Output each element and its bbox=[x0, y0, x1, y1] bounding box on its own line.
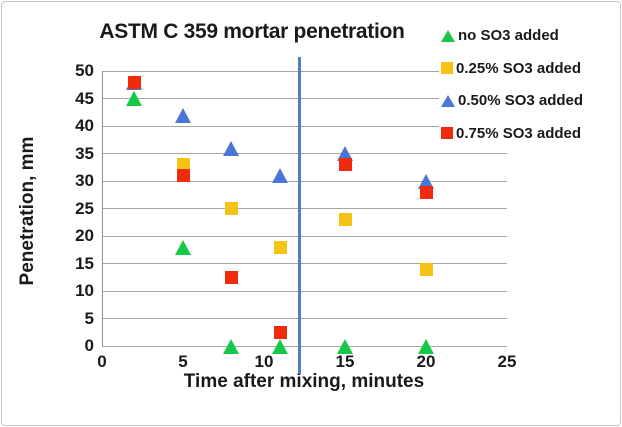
x-tick-label: 5 bbox=[178, 352, 188, 371]
square-swatch-icon bbox=[441, 127, 453, 140]
gridline-y-50 bbox=[102, 70, 507, 72]
reference-line bbox=[298, 57, 302, 374]
data-point-no-so3-added bbox=[174, 239, 191, 255]
legend-label: 0.75% SO3 added bbox=[456, 124, 582, 142]
data-point-0-75-so3-added bbox=[176, 169, 190, 182]
y-tick-label: 15 bbox=[75, 253, 94, 273]
gridline-y-30 bbox=[102, 180, 507, 182]
data-point-0-75-so3-added bbox=[338, 158, 352, 171]
data-point-0-50-so3-added bbox=[271, 168, 288, 183]
y-tick-label: 10 bbox=[75, 281, 94, 300]
gridline-y-10 bbox=[102, 290, 507, 292]
data-point-0-50-so3-added bbox=[336, 146, 353, 161]
x-tick-label: 20 bbox=[416, 352, 436, 371]
gridline-y-5 bbox=[102, 318, 507, 319]
data-point-0-25-so3-added bbox=[273, 240, 287, 254]
x-tick-label: 0 bbox=[97, 352, 107, 371]
legend-item-0-50-so3-added: 0.50% SO3 added bbox=[439, 91, 587, 111]
data-point-0-25-so3-added bbox=[419, 262, 433, 276]
gridline-y-40 bbox=[102, 125, 507, 127]
data-point-0-50-so3-added bbox=[223, 140, 240, 156]
triangle-swatch-icon bbox=[441, 94, 455, 107]
gridline-y-25 bbox=[102, 208, 507, 209]
x-tick-label: 10 bbox=[254, 352, 274, 371]
legend-label: 0.25% SO3 added bbox=[456, 59, 582, 77]
data-point-no-so3-added bbox=[125, 91, 142, 106]
gridline-y-20 bbox=[102, 235, 507, 237]
legend-label: 0.50% SO3 added bbox=[458, 92, 584, 110]
y-tick-label: 40 bbox=[75, 116, 94, 135]
x-tick-label: 25 bbox=[497, 352, 517, 371]
data-point-no-so3-added bbox=[417, 338, 434, 354]
y-tick-label: 35 bbox=[75, 143, 94, 163]
square-swatch-icon bbox=[441, 62, 453, 75]
y-tick-label: 30 bbox=[75, 171, 94, 190]
y-tick-label: 45 bbox=[75, 88, 94, 108]
y-tick-label: 0 bbox=[84, 336, 94, 355]
data-point-no-so3-added bbox=[223, 338, 240, 354]
gridline-y-15 bbox=[102, 263, 507, 264]
triangle-swatch-icon bbox=[441, 29, 455, 42]
data-point-0-75-so3-added bbox=[225, 270, 239, 284]
legend-item-no-so3-added: no SO3 added bbox=[439, 26, 562, 45]
data-point-0-75-so3-added bbox=[273, 325, 287, 339]
x-axis-title: Time after mixing, minutes bbox=[183, 371, 425, 392]
data-point-0-50-so3-added bbox=[417, 173, 434, 189]
legend-label: no SO3 added bbox=[458, 27, 559, 44]
y-axis-line bbox=[102, 71, 103, 346]
legend-item-0-75-so3-added: 0.75% SO3 added bbox=[439, 123, 585, 143]
y-tick-label: 50 bbox=[75, 61, 94, 80]
y-axis-title: Penetration, mm bbox=[17, 136, 38, 286]
legend-item-0-25-so3-added: 0.25% SO3 added bbox=[439, 58, 585, 78]
data-point-0-25-so3-added bbox=[225, 202, 239, 215]
x-tick-label: 15 bbox=[335, 352, 355, 371]
data-point-0-75-so3-added bbox=[419, 185, 433, 199]
data-point-0-25-so3-added bbox=[176, 158, 190, 171]
chart-title: ASTM C 359 mortar penetration bbox=[99, 20, 405, 43]
gridline-y-35 bbox=[102, 153, 507, 154]
data-point-no-so3-added bbox=[336, 338, 353, 354]
y-tick-label: 5 bbox=[84, 308, 94, 328]
data-point-0-75-so3-added bbox=[127, 75, 141, 89]
gridline-y-45 bbox=[102, 98, 507, 99]
data-point-no-so3-added bbox=[271, 338, 288, 354]
data-point-0-50-so3-added bbox=[174, 107, 191, 123]
data-point-0-25-so3-added bbox=[338, 213, 352, 226]
gridline-y-0 bbox=[102, 345, 507, 347]
y-tick-label: 20 bbox=[75, 226, 94, 245]
y-tick-label: 25 bbox=[75, 198, 94, 218]
